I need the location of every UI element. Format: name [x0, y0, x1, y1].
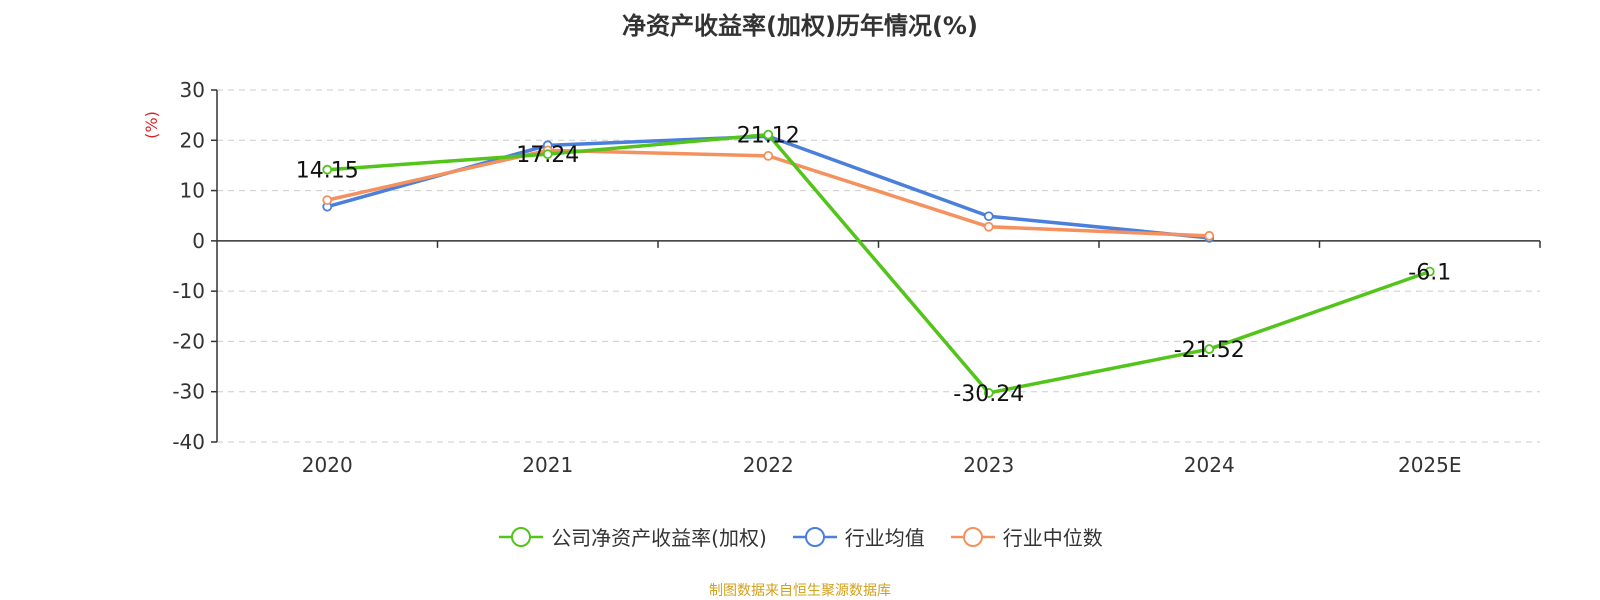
- series-line: [326, 148, 1210, 238]
- y-tick-label: -20: [172, 329, 205, 353]
- legend-item[interactable]: 行业中位数: [949, 522, 1103, 551]
- legend-marker-icon: [950, 526, 995, 547]
- x-tick-label: 2022: [743, 453, 794, 477]
- x-tick-label: 2021: [522, 453, 573, 477]
- y-tick-label: 10: [180, 179, 205, 203]
- data-label: -21.52: [1174, 338, 1245, 363]
- data-point: [322, 164, 333, 175]
- data-point: [763, 150, 774, 161]
- chart-title: 净资产收益率(加权)历年情况(%): [622, 12, 978, 40]
- data-label: -30.24: [953, 382, 1024, 407]
- data-point: [983, 388, 994, 398]
- data-point: [1204, 344, 1215, 354]
- axis-layer: 30 20 10 0 -10 -20 -30 -40 2020 2021 2022 2023 2024 2…: [172, 78, 1541, 477]
- x-tick-label: 2024: [1184, 453, 1235, 477]
- legend-label: 公司净资产收益率(加权): [551, 526, 767, 550]
- series-line: [327, 132, 1431, 395]
- x-tick-label: 2025E: [1398, 453, 1462, 477]
- data-point: [983, 221, 994, 232]
- data-point: [1204, 230, 1215, 241]
- y-tick-label: -30: [172, 380, 205, 404]
- x-tick-label: 2020: [302, 453, 353, 477]
- data-point: [1424, 266, 1435, 277]
- data-point: [983, 211, 994, 222]
- y-tick-label: -40: [172, 430, 205, 454]
- y-tick-label: 20: [180, 128, 205, 152]
- data-label: 17.24: [516, 143, 579, 168]
- legend-item[interactable]: 行业均值: [791, 522, 925, 551]
- data-point: [322, 195, 333, 206]
- legend-item[interactable]: 公司净资产收益率(加权): [497, 522, 767, 551]
- legend: 公司净资产收益率(加权) 行业均值 行业中位数: [0, 522, 1600, 551]
- y-tick-label: -10: [172, 279, 205, 303]
- label-layer: 14.15 17.24 21.12 -30.24 -21.52 -6.1: [296, 124, 1451, 407]
- data-label: 21.12: [737, 124, 800, 149]
- data-point: [763, 129, 774, 140]
- data-label: -6.1: [1408, 261, 1451, 286]
- y-axis-label: (%): [142, 111, 161, 139]
- y-tick-label: 30: [180, 78, 205, 102]
- x-tick-label: 2023: [963, 453, 1014, 477]
- legend-marker-icon: [792, 526, 837, 547]
- legend-label: 行业均值: [844, 526, 925, 550]
- source-note: 制图数据来自恒生聚源数据库: [709, 583, 891, 599]
- series-layer: [322, 129, 1435, 398]
- y-tick-label: 0: [192, 229, 205, 253]
- data-point: [542, 149, 553, 160]
- legend-label: 行业中位数: [1002, 526, 1103, 550]
- legend-marker-icon: [499, 526, 544, 547]
- data-label: 14.15: [296, 159, 359, 184]
